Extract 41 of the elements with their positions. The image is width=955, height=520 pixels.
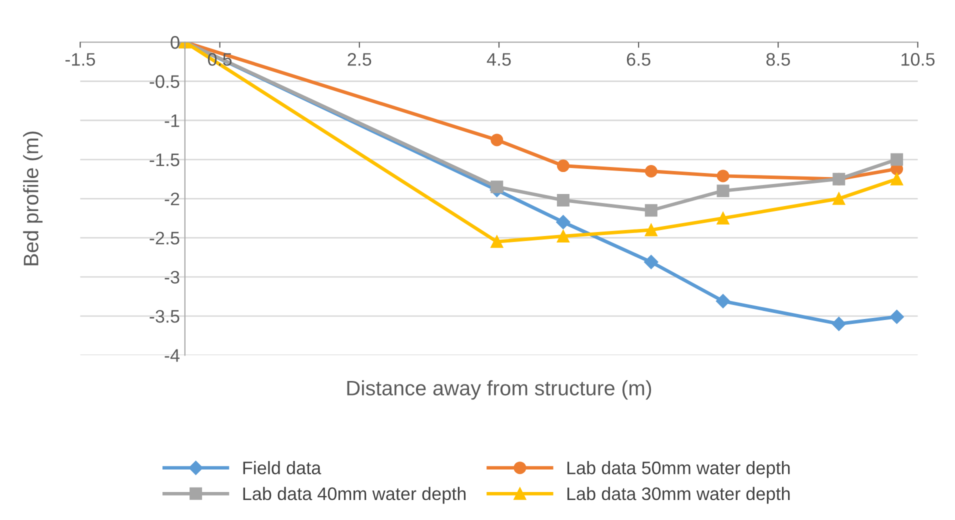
y-tick-label: -2.5 bbox=[150, 232, 180, 244]
point bbox=[644, 254, 658, 270]
point bbox=[716, 294, 730, 308]
point bbox=[832, 192, 846, 205]
point bbox=[716, 170, 730, 182]
y-tick-label: 0 bbox=[170, 36, 180, 49]
point bbox=[556, 230, 570, 242]
legend-label: Lab data 40mm water depth bbox=[243, 486, 466, 504]
x-tick-label: 8.5 bbox=[766, 53, 790, 66]
point bbox=[716, 212, 730, 224]
point bbox=[644, 204, 658, 217]
legend-label: Lab data 50mm water depth bbox=[567, 461, 790, 478]
point bbox=[644, 224, 658, 236]
x-tick-label: 2.5 bbox=[348, 53, 372, 66]
point bbox=[556, 215, 570, 230]
y-tick-label: -3.5 bbox=[150, 310, 180, 323]
legend-label: Lab data 30mm water depth bbox=[567, 486, 790, 504]
point bbox=[832, 316, 846, 331]
point bbox=[644, 165, 658, 178]
point bbox=[556, 194, 570, 206]
y-tick-label: -2 bbox=[164, 192, 180, 206]
y-axis-title: Bed profile (m) bbox=[23, 132, 43, 266]
point bbox=[890, 172, 904, 186]
y-tick-label: -1.5 bbox=[150, 154, 180, 166]
point bbox=[490, 180, 504, 194]
point bbox=[556, 160, 570, 172]
point bbox=[716, 184, 730, 198]
legend-label: Field data bbox=[243, 461, 322, 474]
point bbox=[490, 235, 504, 248]
y-tick-label: -0.5 bbox=[150, 75, 180, 88]
point bbox=[890, 310, 904, 324]
x-tick-label: -1.5 bbox=[65, 53, 96, 66]
y-tick-label: -3 bbox=[164, 270, 180, 284]
point bbox=[890, 153, 904, 166]
y-tick-label: -4 bbox=[164, 349, 180, 362]
point bbox=[490, 134, 504, 146]
x-tick-label: 6.5 bbox=[626, 53, 650, 66]
y-tick-label: -1 bbox=[164, 114, 180, 127]
x-tick-label: 10.5 bbox=[902, 53, 935, 66]
x-axis-title: Distance away from structure (m) bbox=[347, 380, 652, 400]
x-tick-label: 4.5 bbox=[486, 53, 511, 66]
